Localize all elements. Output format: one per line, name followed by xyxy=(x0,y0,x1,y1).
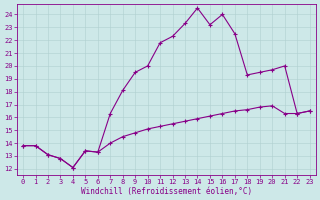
X-axis label: Windchill (Refroidissement éolien,°C): Windchill (Refroidissement éolien,°C) xyxy=(81,187,252,196)
